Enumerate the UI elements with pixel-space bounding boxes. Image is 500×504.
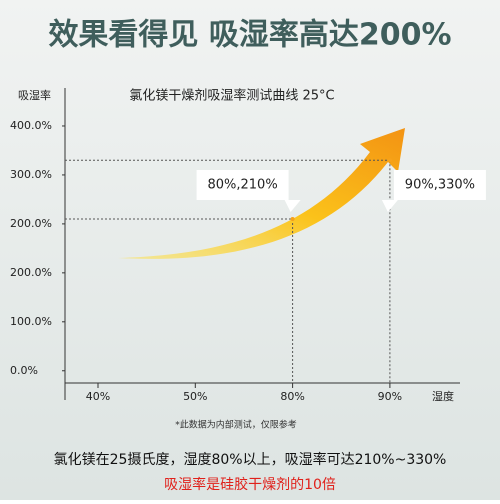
- y-tick-label: 300.0%: [10, 168, 52, 181]
- trend-arrow: [118, 128, 405, 259]
- x-tick-label: 40%: [86, 390, 110, 403]
- x-axis-label: 湿度: [432, 389, 454, 403]
- x-tick-label: 90%: [378, 390, 402, 403]
- y-axis-label: 吸湿率: [18, 88, 51, 102]
- y-tick-label: 400.0%: [10, 119, 52, 132]
- highlight: 吸湿率是硅胶干燥剂的10倍: [164, 476, 336, 493]
- y-tick-label: 200.0%: [10, 266, 52, 279]
- x-tick-label: 80%: [280, 390, 304, 403]
- callout: [196, 170, 301, 212]
- caption: 氯化镁在25摄氏度，湿度80%以上，吸湿率可达210%~330%: [54, 451, 447, 468]
- y-tick-label: 200.0%: [10, 217, 52, 230]
- y-tick-label: 0.0%: [10, 364, 38, 377]
- data-point: [387, 158, 392, 163]
- x-tick-label: 50%: [183, 390, 207, 403]
- data-point: [290, 216, 295, 221]
- value-label: 90%,330%: [405, 178, 475, 193]
- footnote: *此数据为内部测试，仅限参考: [175, 419, 297, 431]
- marks: 400.0% 300.0% 200.0% 200.0% 100.0% 0.0% 40% 50%…: [10, 119, 486, 403]
- chart-subtitle: 氯化镁干燥剂吸湿率测试曲线 25°C: [129, 88, 334, 104]
- callout: [381, 170, 486, 212]
- chart-title: 效果看得见 吸湿率高达200%: [48, 18, 451, 53]
- value-label: 80%,210%: [207, 178, 277, 193]
- y-tick-label: 100.0%: [10, 315, 52, 328]
